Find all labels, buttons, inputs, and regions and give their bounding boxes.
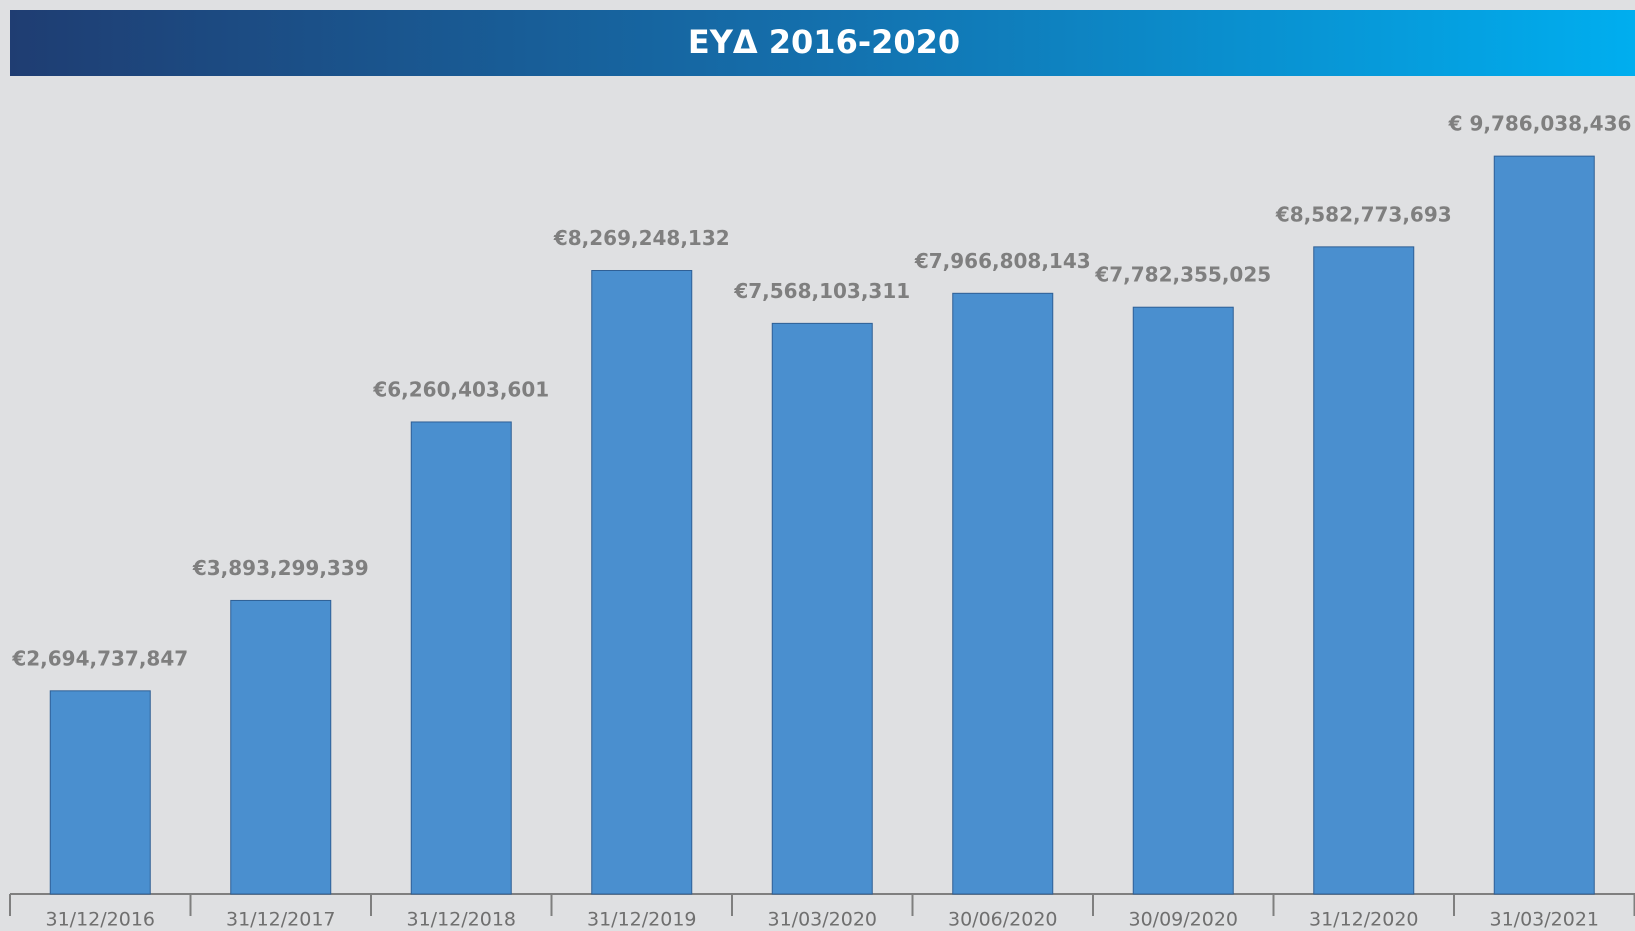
- bar: [771, 322, 873, 895]
- chart-title: ΕΥΔ 2016-2020: [688, 23, 960, 61]
- value-label: €6,260,403,601: [372, 377, 549, 401]
- value-label: €8,269,248,132: [553, 226, 730, 250]
- value-label: €3,893,299,339: [192, 556, 369, 580]
- value-label: €2,694,737,847: [11, 646, 188, 670]
- value-label: €7,782,355,025: [1094, 263, 1271, 287]
- x-tick-label: 31/12/2018: [406, 909, 516, 931]
- bar: [1132, 306, 1234, 895]
- x-tick-label: 31/12/2019: [587, 909, 697, 931]
- bar: [1493, 155, 1595, 895]
- x-tick-label: 30/06/2020: [948, 909, 1058, 931]
- x-tick-label: 31/03/2021: [1489, 909, 1599, 931]
- x-tick-label: 31/12/2016: [45, 909, 155, 931]
- value-label: €8,582,773,693: [1275, 202, 1452, 226]
- value-label: €7,966,808,143: [914, 249, 1091, 273]
- value-label: €7,568,103,311: [733, 279, 910, 303]
- bar: [591, 269, 693, 895]
- title-bar: [10, 10, 1635, 76]
- bar: [1313, 246, 1415, 895]
- x-tick-label: 31/03/2020: [767, 909, 877, 931]
- bar: [952, 292, 1054, 895]
- value-label: € 9,786,038,436: [1448, 112, 1632, 136]
- bar: [230, 599, 332, 895]
- bar: [49, 690, 151, 895]
- bar: [410, 421, 512, 895]
- x-tick-label: 30/09/2020: [1128, 909, 1238, 931]
- x-tick-label: 31/12/2020: [1309, 909, 1419, 931]
- x-tick-label: 31/12/2017: [226, 909, 336, 931]
